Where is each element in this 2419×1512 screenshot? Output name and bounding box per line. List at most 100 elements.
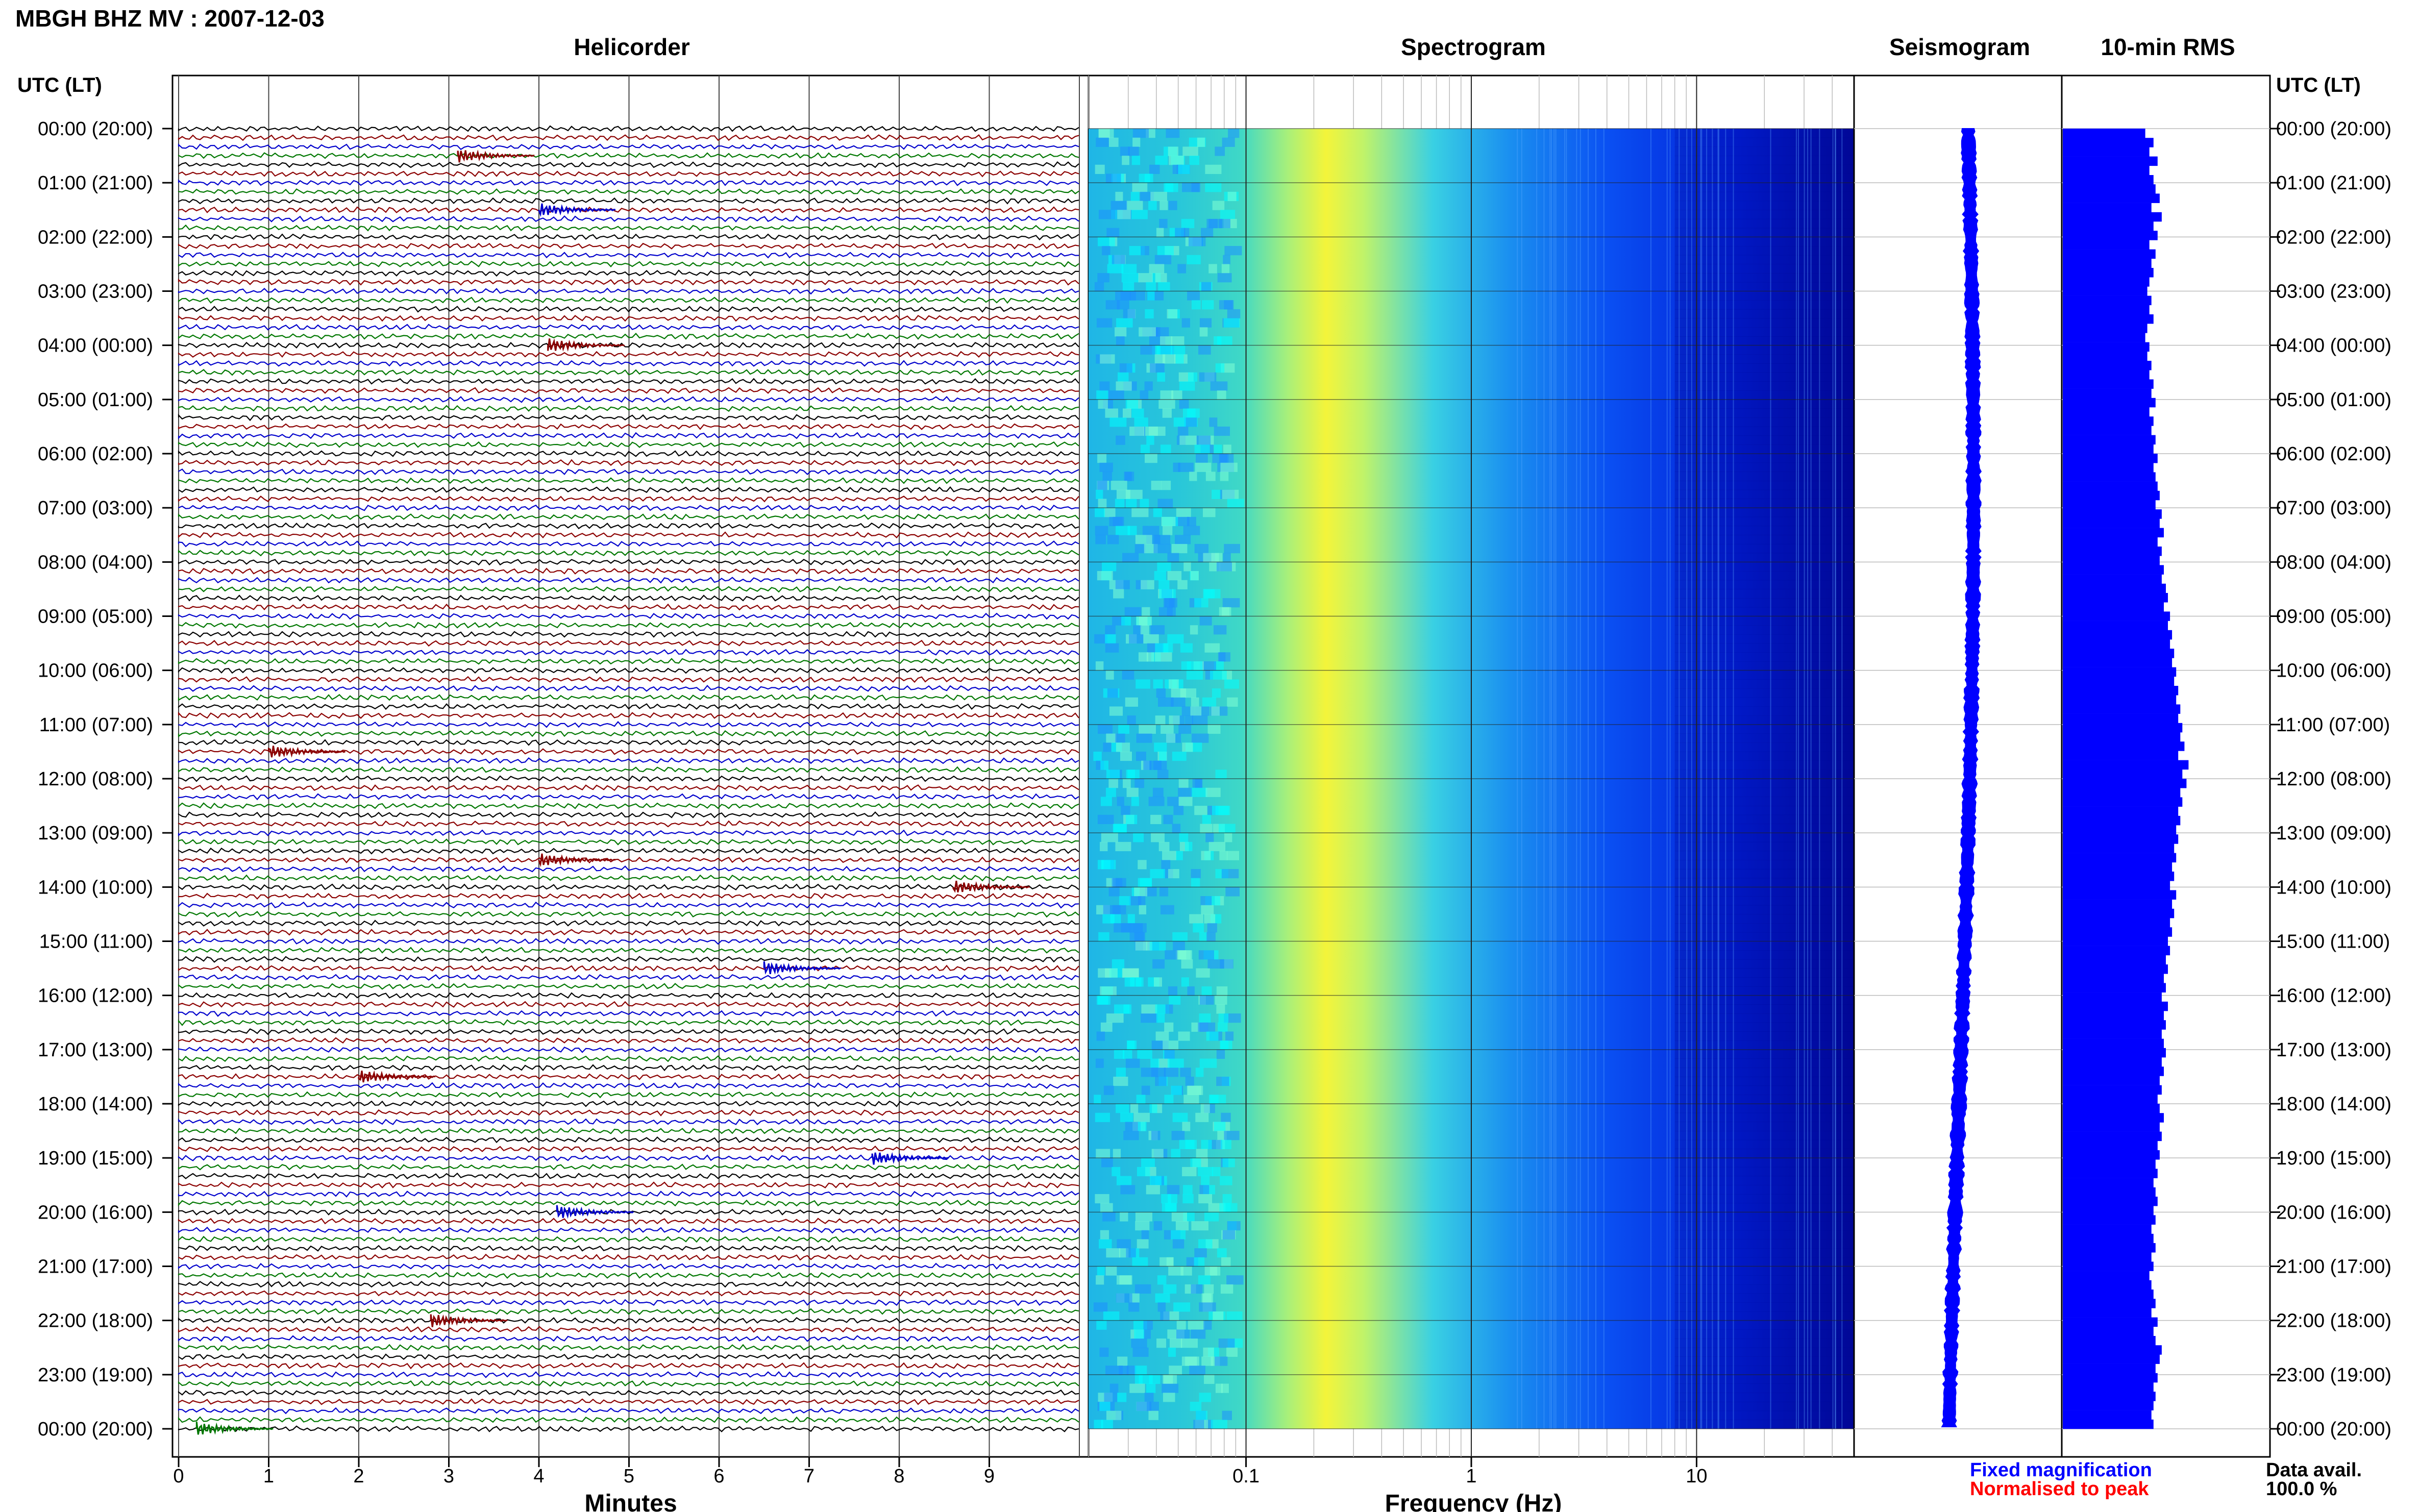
- spectrogram-cell: [1216, 1076, 1229, 1086]
- spectrogram-cell: [1167, 607, 1176, 616]
- spectrogram-cell: [1182, 408, 1200, 418]
- left-time-label: 02:00 (22:00): [38, 227, 153, 248]
- spectrogram-cell: [1227, 697, 1238, 707]
- helicorder-trace: [178, 152, 1079, 159]
- spectrogram-cell: [1674, 760, 1854, 770]
- spectrogram-cell: [1115, 841, 1131, 852]
- figure-title: MBGH BHZ MV : 2007-12-03: [15, 5, 325, 32]
- rms-bar: [2063, 741, 2185, 751]
- spectrogram-cell: [1165, 950, 1178, 960]
- helicorder-trace: [178, 893, 1079, 900]
- helicorder-xlabel: Minutes: [584, 1490, 677, 1512]
- spectrogram-cell: [1105, 173, 1121, 183]
- spectrogram-cell: [1158, 580, 1170, 589]
- spectrogram-cell: [1674, 1302, 1854, 1312]
- helicorder-trace: [178, 423, 1079, 430]
- rms-bar: [2063, 1373, 2158, 1383]
- rms-bar: [2063, 1001, 2168, 1011]
- helicorder-trace: [178, 360, 1079, 367]
- spectrogram-cell: [1187, 986, 1195, 996]
- helicorder-trace: [178, 1335, 1079, 1342]
- spectrogram-cell: [1674, 887, 1854, 897]
- helicorder-trace: [178, 1172, 1079, 1180]
- spectrogram-cell: [1182, 1167, 1197, 1177]
- spectrogram-cell: [1210, 1095, 1226, 1104]
- spectrogram-cell: [1169, 679, 1179, 689]
- spectrogram-cell: [1129, 634, 1144, 644]
- spectrogram-cell: [1217, 273, 1232, 283]
- spectrogram-cell: [1167, 1058, 1184, 1068]
- helicorder-event: [547, 338, 625, 352]
- helicorder-trace: [178, 802, 1079, 809]
- spectrogram-cell: [1143, 426, 1158, 436]
- spectrogram-cell: [1674, 300, 1854, 310]
- helicorder-trace: [178, 811, 1079, 819]
- spectrogram-cell: [1674, 923, 1854, 933]
- spectrogram-cell: [1218, 1022, 1228, 1032]
- spectrogram-cell: [1158, 841, 1170, 852]
- left-time-label: 13:00 (09:00): [38, 823, 153, 844]
- spectrogram-cell: [1148, 201, 1157, 210]
- spectrogram-cell: [1124, 977, 1135, 987]
- spectrogram-cell: [1101, 1420, 1113, 1429]
- spectrogram-cell: [1209, 417, 1218, 427]
- right-time-label: 00:00 (20:00): [2276, 118, 2391, 140]
- right-time-label: 13:00 (09:00): [2276, 823, 2391, 844]
- spectrogram-cell: [1178, 779, 1189, 788]
- helicorder-trace: [178, 1389, 1079, 1396]
- spectrogram-cell: [1674, 318, 1854, 328]
- helicorder-trace: [178, 865, 1079, 873]
- spectrogram-cell: [1224, 679, 1239, 689]
- spectrogram-cell: [1674, 770, 1854, 779]
- spectrogram-cell: [1674, 237, 1854, 246]
- spectrogram-cell: [1674, 354, 1854, 364]
- spectrogram-cell: [1149, 264, 1165, 274]
- spectrogram-cell: [1181, 218, 1195, 229]
- spectrogram-cell: [1096, 1149, 1110, 1158]
- helicorder-trace: [178, 1308, 1079, 1315]
- rms-bar: [2063, 370, 2150, 380]
- helicorder-trace: [178, 405, 1079, 412]
- spectrogram-cell: [1108, 137, 1119, 147]
- helicorder-trace: [178, 928, 1079, 936]
- spectrogram-cell: [1171, 390, 1182, 400]
- spectrogram-cell: [1132, 183, 1148, 192]
- spectrogram-cell: [1674, 1284, 1854, 1294]
- spectrogram-cell: [1135, 1221, 1150, 1231]
- rms-bar: [2063, 936, 2168, 946]
- spectrogram-cell: [1168, 201, 1177, 210]
- spectrogram-cell: [1126, 201, 1143, 210]
- spectrogram-cell: [1134, 1374, 1143, 1384]
- spectrogram-cell: [1674, 499, 1854, 508]
- spectrogram-cell: [1103, 1085, 1114, 1095]
- rms-bar: [2063, 463, 2154, 473]
- spectrogram-cell: [1674, 381, 1854, 391]
- spectrogram-cell: [1117, 1393, 1127, 1402]
- spectrogram-cell: [1208, 264, 1217, 274]
- spectrogram-cell: [1166, 129, 1180, 138]
- spectrogram-cell: [1674, 1185, 1854, 1195]
- spectrogram-cell: [1674, 444, 1854, 454]
- spectrogram-cell: [1203, 589, 1221, 599]
- spectrogram-cell: [1151, 481, 1162, 490]
- spectrogram-cell: [1115, 499, 1125, 508]
- spectrogram-cell: [1674, 607, 1854, 616]
- spectrogram-cell: [1199, 616, 1212, 626]
- right-time-label: 03:00 (23:00): [2276, 281, 2391, 303]
- rms-bar: [2063, 769, 2183, 779]
- spectrogram-cell: [1178, 787, 1192, 797]
- spectrogram-cell: [1203, 1320, 1212, 1330]
- rms-bar: [2063, 138, 2154, 147]
- spectrogram-cell: [1155, 1293, 1170, 1303]
- spectrogram-cell: [1189, 472, 1197, 481]
- helicorder-x-tick-label: 6: [713, 1466, 724, 1487]
- spectrogram-cell: [1674, 543, 1854, 554]
- spectrogram-cell: [1094, 634, 1107, 644]
- spectrogram-cell: [1156, 345, 1172, 355]
- spectrogram-cell: [1201, 300, 1214, 310]
- helicorder-event: [538, 853, 616, 867]
- helicorder-trace: [178, 296, 1079, 304]
- helicorder-trace: [178, 577, 1079, 584]
- spectrogram-cell: [1173, 417, 1186, 427]
- spectrogram-cell: [1133, 1112, 1150, 1122]
